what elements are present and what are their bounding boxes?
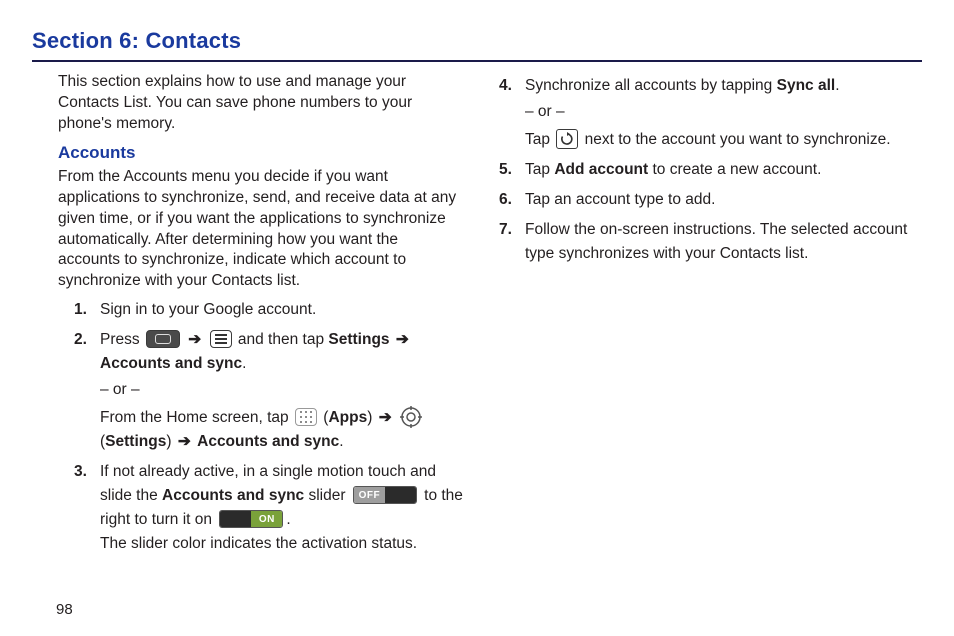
section-intro: This section explains how to use and man…: [58, 72, 463, 135]
steps-left: 1. Sign in to your Google account. 2. Pr…: [74, 298, 463, 556]
left-column: This section explains how to use and man…: [32, 72, 463, 562]
or-divider: – or –: [525, 100, 922, 124]
step-text: Sign in to your Google account.: [100, 301, 316, 318]
apps-grid-icon: [295, 408, 317, 426]
arrow-icon: ➔: [394, 331, 411, 348]
step-alt-text: From the Home screen, tap (Apps) ➔ (Sett…: [100, 406, 463, 454]
slider-off-icon: OFF: [353, 486, 417, 504]
step-number: 3.: [74, 460, 87, 484]
arrow-icon: ➔: [186, 331, 203, 348]
step-number: 1.: [74, 298, 87, 322]
step-number: 7.: [499, 218, 512, 242]
step-text: Follow the on-screen instructions. The s…: [525, 221, 907, 262]
step-text: Tap an account type to add.: [525, 191, 715, 208]
step-text: If not already active, in a single motio…: [100, 463, 463, 528]
step-7: 7. Follow the on-screen instructions. Th…: [499, 218, 922, 266]
step-number: 4.: [499, 74, 512, 98]
or-divider: – or –: [100, 378, 463, 402]
step-number: 6.: [499, 188, 512, 212]
step-4: 4. Synchronize all accounts by tapping S…: [499, 74, 922, 152]
step-text: Synchronize all accounts by tapping Sync…: [525, 77, 840, 94]
step-number: 2.: [74, 328, 87, 352]
home-button-icon: [146, 330, 180, 348]
right-column: 4. Synchronize all accounts by tapping S…: [491, 72, 922, 562]
step-5: 5. Tap Add account to create a new accou…: [499, 158, 922, 182]
arrow-icon: ➔: [377, 409, 394, 426]
two-column-layout: This section explains how to use and man…: [32, 72, 922, 562]
step-note: The slider color indicates the activatio…: [100, 532, 463, 556]
sync-icon: [556, 129, 578, 149]
step-number: 5.: [499, 158, 512, 182]
step-1: 1. Sign in to your Google account.: [74, 298, 463, 322]
step-text: Tap Add account to create a new account.: [525, 161, 821, 178]
step-text: Press ➔ and then tap Settings ➔ Accounts…: [100, 331, 411, 372]
accounts-heading: Accounts: [58, 143, 463, 163]
steps-right: 4. Synchronize all accounts by tapping S…: [499, 74, 922, 266]
section-title: Section 6: Contacts: [32, 28, 922, 54]
slider-on-icon: ON: [219, 510, 283, 528]
settings-gear-icon: [400, 406, 422, 428]
step-3: 3. If not already active, in a single mo…: [74, 460, 463, 556]
title-rule: [32, 60, 922, 62]
step-2: 2. Press ➔ and then tap Settings ➔ Accou…: [74, 328, 463, 454]
arrow-icon: ➔: [176, 433, 193, 450]
accounts-paragraph: From the Accounts menu you decide if you…: [58, 167, 463, 293]
page-number: 98: [56, 601, 73, 618]
step-6: 6. Tap an account type to add.: [499, 188, 922, 212]
step-alt-text: Tap next to the account you want to sync…: [525, 128, 922, 152]
manual-page: Section 6: Contacts This section explain…: [0, 0, 954, 636]
menu-button-icon: [210, 330, 232, 348]
